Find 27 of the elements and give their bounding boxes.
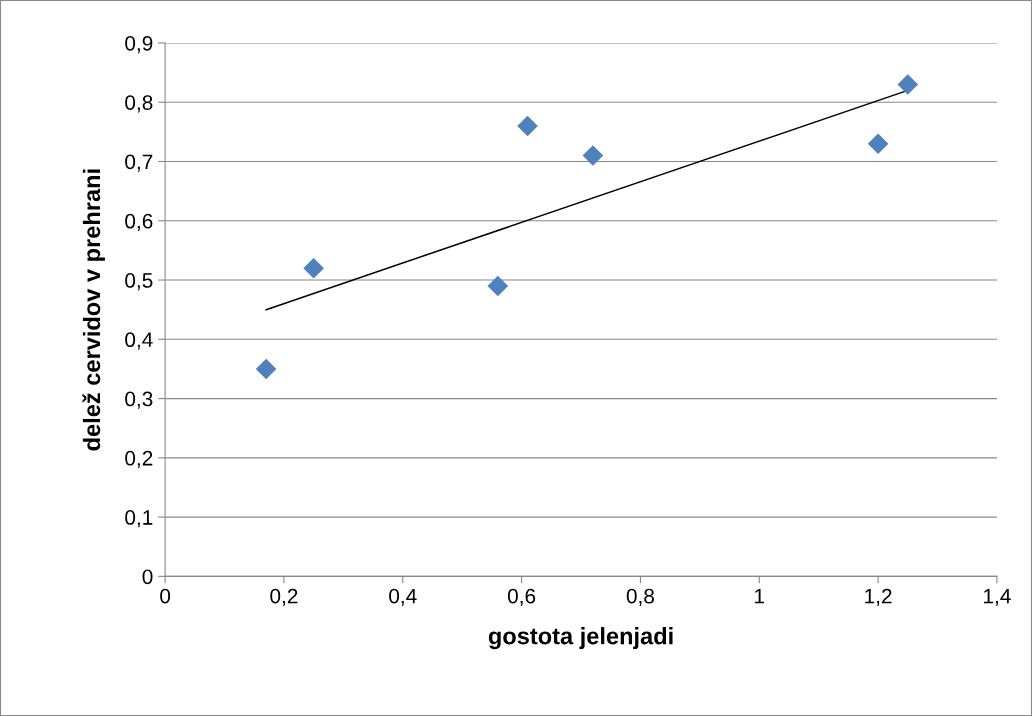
point [255, 358, 277, 380]
y-tick-label: 0,6 [125, 213, 153, 231]
x-tick-label: 0,8 [626, 588, 655, 606]
x-tick-label: 0,4 [389, 588, 417, 606]
y-tick-label: 0,4 [125, 332, 153, 350]
y-tick-label: 0,5 [125, 273, 153, 291]
point [303, 257, 324, 279]
point [487, 275, 509, 297]
y-tick-label: 0,7 [125, 154, 153, 172]
point [897, 74, 919, 95]
y-tick-label: 0,8 [125, 95, 153, 113]
y-axis-title: delež cervidov v prehrani [82, 169, 105, 451]
x-tick-label: 1,4 [984, 588, 1011, 606]
x-tick-label: 1,2 [865, 588, 892, 606]
x-axis-title: gostota jelenjadi [488, 627, 673, 650]
y-tick-label: 0,1 [125, 510, 153, 528]
x-tick-label: 0,6 [507, 588, 536, 606]
y-tick-label: 0,2 [125, 450, 153, 469]
y-tick-label: 0 [142, 569, 153, 585]
x-tick-label: 0,2 [270, 588, 298, 606]
point [582, 145, 604, 166]
y-tick-label: 0,9 [125, 35, 153, 54]
point [867, 133, 889, 155]
point [517, 115, 538, 137]
x-tick-label: 1 [755, 588, 765, 604]
x-tick-label: 0 [160, 588, 171, 604]
y-tick-label: 0,3 [125, 391, 153, 409]
